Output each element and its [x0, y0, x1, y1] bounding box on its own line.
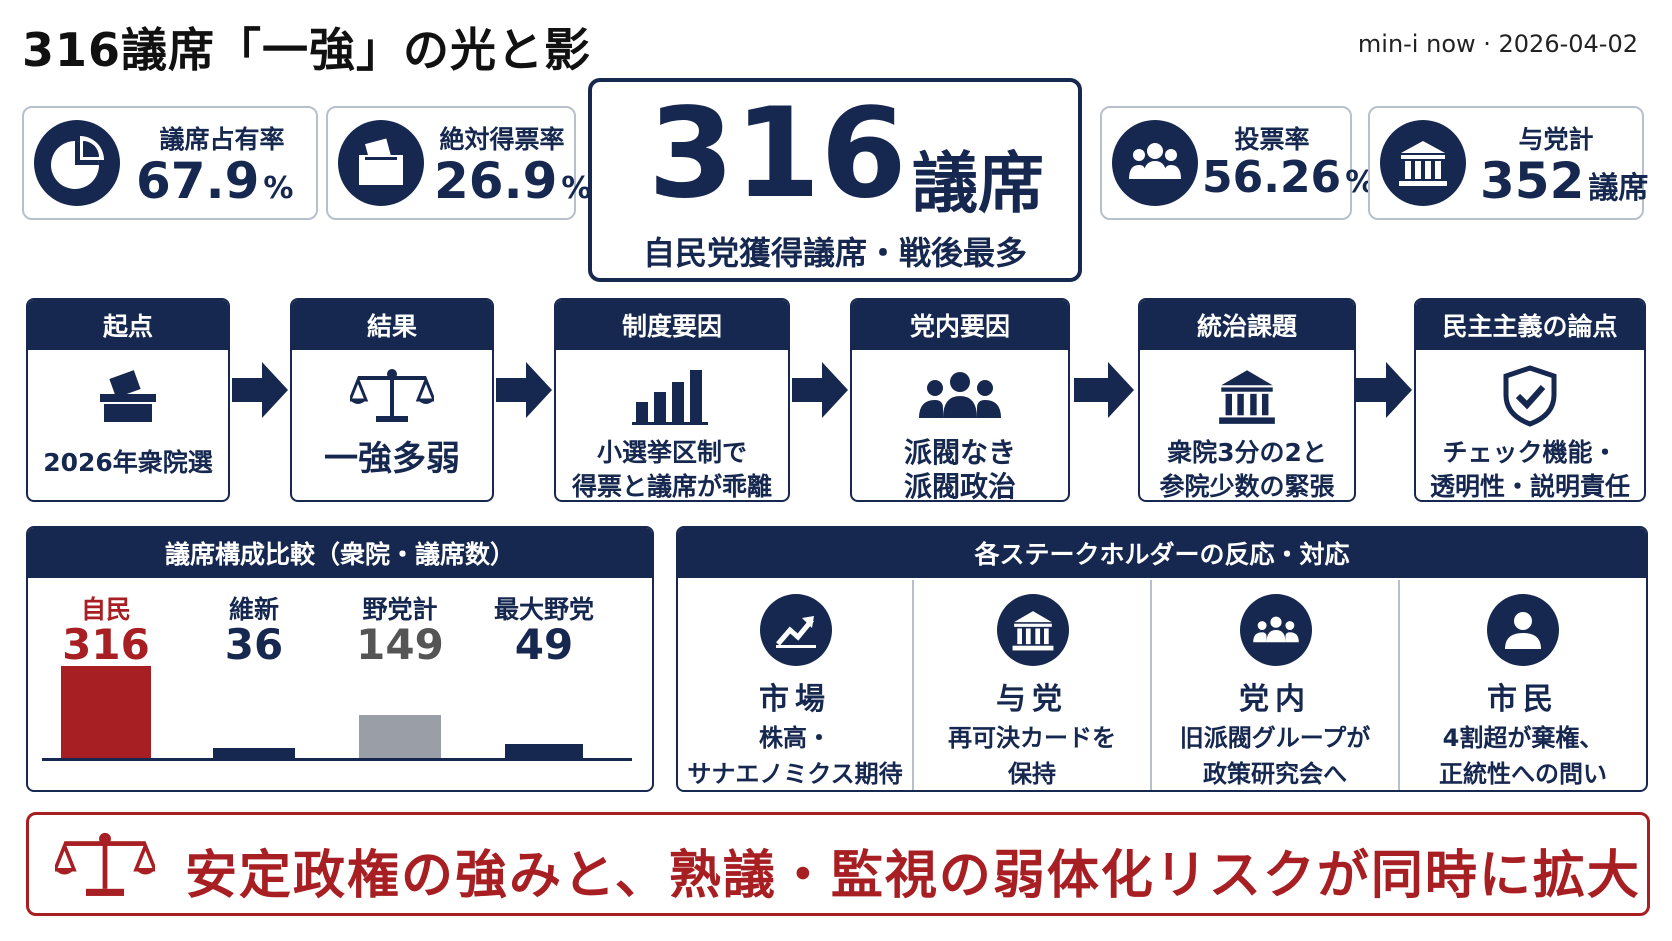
stat-card-ruling-total: 与党計 352 議席 — [1368, 106, 1648, 220]
hero-subtitle: 自民党獲得議席・戦後最多 — [642, 234, 1027, 272]
chart-baseline — [42, 758, 632, 761]
flow-text: 一強多弱 — [324, 439, 460, 479]
ballot-box-icon — [28, 360, 228, 432]
flow-text: 衆院3分の2と 参院少数の緊張 — [1159, 438, 1335, 501]
bar — [505, 744, 583, 758]
stakeholder-panel: 各ステークホルダーの反応・対応 市場 株高・ サナエノミクス期待 与党 再可決カー… — [676, 526, 1648, 792]
stakeholder-citizens: 市民 4割超が棄権、 正統性への問い — [1400, 580, 1646, 790]
stat-label: 絶対得票率 — [439, 125, 565, 154]
flow-arrow — [496, 362, 552, 418]
stat-card-seat-share: 議席占有率 67.9% — [22, 106, 318, 220]
stat-value: 26.9% — [434, 152, 592, 210]
stakeholder-party-internal: 党内 旧派閥グループが 政策研究会へ — [1152, 580, 1400, 790]
group-icon — [1240, 594, 1312, 666]
stakeholder-text: 旧派閥グループが 政策研究会へ — [1179, 724, 1371, 788]
bar-chart-icon — [556, 360, 788, 432]
pie-chart-icon — [34, 120, 120, 206]
stakeholder-text: 株高・ サナエノミクス期待 — [687, 724, 903, 788]
panel-heading: 議席構成比較（衆院・議席数） — [28, 528, 652, 578]
hero-unit: 議席 — [912, 145, 1044, 222]
bar-value-label: 49 — [514, 620, 574, 669]
flow-arrow — [1074, 362, 1134, 418]
panel-heading: 各ステークホルダーの反応・対応 — [678, 528, 1646, 578]
shield-check-icon — [1416, 360, 1644, 432]
stat-card-turnout: 投票率 56.26% — [1100, 106, 1375, 220]
ballot-box-icon — [338, 120, 424, 206]
group-icon — [852, 360, 1068, 432]
flow-card-governance-issue: 統治課題 衆院3分の2と 参院少数の緊張 — [1138, 298, 1356, 502]
bar-value-label: 36 — [224, 620, 284, 669]
bar — [359, 715, 441, 758]
bar-category-label: 野党計 — [362, 595, 438, 624]
scales-icon — [52, 823, 158, 911]
flow-text: 2026年衆院選 — [43, 448, 213, 477]
byline: min-i now · 2026-04-02 — [1357, 30, 1638, 58]
seat-composition-panel: 議席構成比較（衆院・議席数） 自民 316 維新 36 野党計 149 最大野党 49 — [26, 526, 654, 792]
bar-category-label: 最大野党 — [493, 595, 594, 624]
flow-heading: 党内要因 — [852, 300, 1068, 350]
stakeholder-market: 市場 株高・ サナエノミクス期待 — [678, 580, 914, 790]
flow-text: チェック機能・ 透明性・説明責任 — [1429, 438, 1630, 501]
page-title: 316議席「一強」の光と影 — [22, 23, 592, 77]
hero-number: 316 — [648, 82, 907, 226]
stakeholder-title: 党内 — [1239, 682, 1311, 717]
flow-arrow — [792, 362, 848, 418]
stakeholder-ruling-party: 与党 再可決カードを 保持 — [914, 580, 1152, 790]
stat-label: 議席占有率 — [159, 125, 285, 154]
bar-category-label: 自民 — [80, 595, 131, 624]
flow-card-origin: 起点 2026年衆院選 — [26, 298, 230, 502]
flow-heading: 統治課題 — [1140, 300, 1354, 350]
conclusion-banner: 安定政権の強みと、熟議・監視の弱体化リスクが同時に拡大 — [26, 812, 1650, 916]
flow-heading: 民主主義の論点 — [1416, 300, 1644, 350]
government-building-icon — [997, 594, 1069, 666]
stat-value: 56.26% — [1202, 152, 1376, 203]
government-building-icon — [1140, 360, 1354, 432]
hero-card: 316 議席 自民党獲得議席・戦後最多 — [588, 78, 1082, 282]
flow-card-system-factor: 制度要因 小選挙区制で 得票と議席が乖離 — [554, 298, 790, 502]
people-icon — [1112, 120, 1198, 206]
flow-arrow — [1356, 362, 1412, 418]
stat-value: 352 議席 — [1480, 152, 1649, 210]
trend-up-icon — [760, 594, 832, 666]
bar-value-label: 149 — [356, 620, 444, 669]
seat-bar-chart: 自民 316 維新 36 野党計 149 最大野党 49 — [28, 578, 652, 790]
conclusion-text: 安定政権の強みと、熟議・監視の弱体化リスクが同時に拡大 — [185, 846, 1641, 906]
flow-card-democracy-issue: 民主主義の論点 チェック機能・ 透明性・説明責任 — [1414, 298, 1646, 502]
flow-card-result: 結果 一強多弱 — [290, 298, 494, 502]
flow-card-party-factor: 党内要因 派閥なき 派閥政治 — [850, 298, 1070, 502]
flow-heading: 結果 — [292, 300, 492, 350]
stat-label: 与党計 — [1518, 125, 1594, 154]
stakeholder-text: 再可決カードを 保持 — [948, 724, 1116, 788]
stakeholder-title: 市場 — [759, 682, 831, 717]
bar — [61, 666, 151, 758]
flow-text: 派閥なき 派閥政治 — [903, 436, 1016, 502]
stat-card-absolute-vote-share: 絶対得票率 26.9% — [326, 106, 591, 220]
government-building-icon — [1380, 120, 1466, 206]
bar — [213, 748, 295, 758]
bar-value-label: 316 — [62, 620, 150, 669]
stat-label: 投票率 — [1234, 125, 1310, 154]
stat-value: 67.9% — [136, 152, 294, 210]
flow-text: 小選挙区制で 得票と議席が乖離 — [571, 438, 772, 501]
stakeholder-text: 4割超が棄権、 正統性への問い — [1439, 724, 1607, 788]
person-icon — [1487, 594, 1559, 666]
stakeholder-title: 市民 — [1487, 682, 1559, 717]
bar-category-label: 維新 — [228, 595, 279, 624]
flow-heading: 起点 — [28, 300, 228, 350]
scales-icon — [292, 360, 492, 432]
stakeholder-title: 与党 — [996, 682, 1068, 717]
flow-heading: 制度要因 — [556, 300, 788, 350]
flow-arrow — [232, 362, 288, 418]
